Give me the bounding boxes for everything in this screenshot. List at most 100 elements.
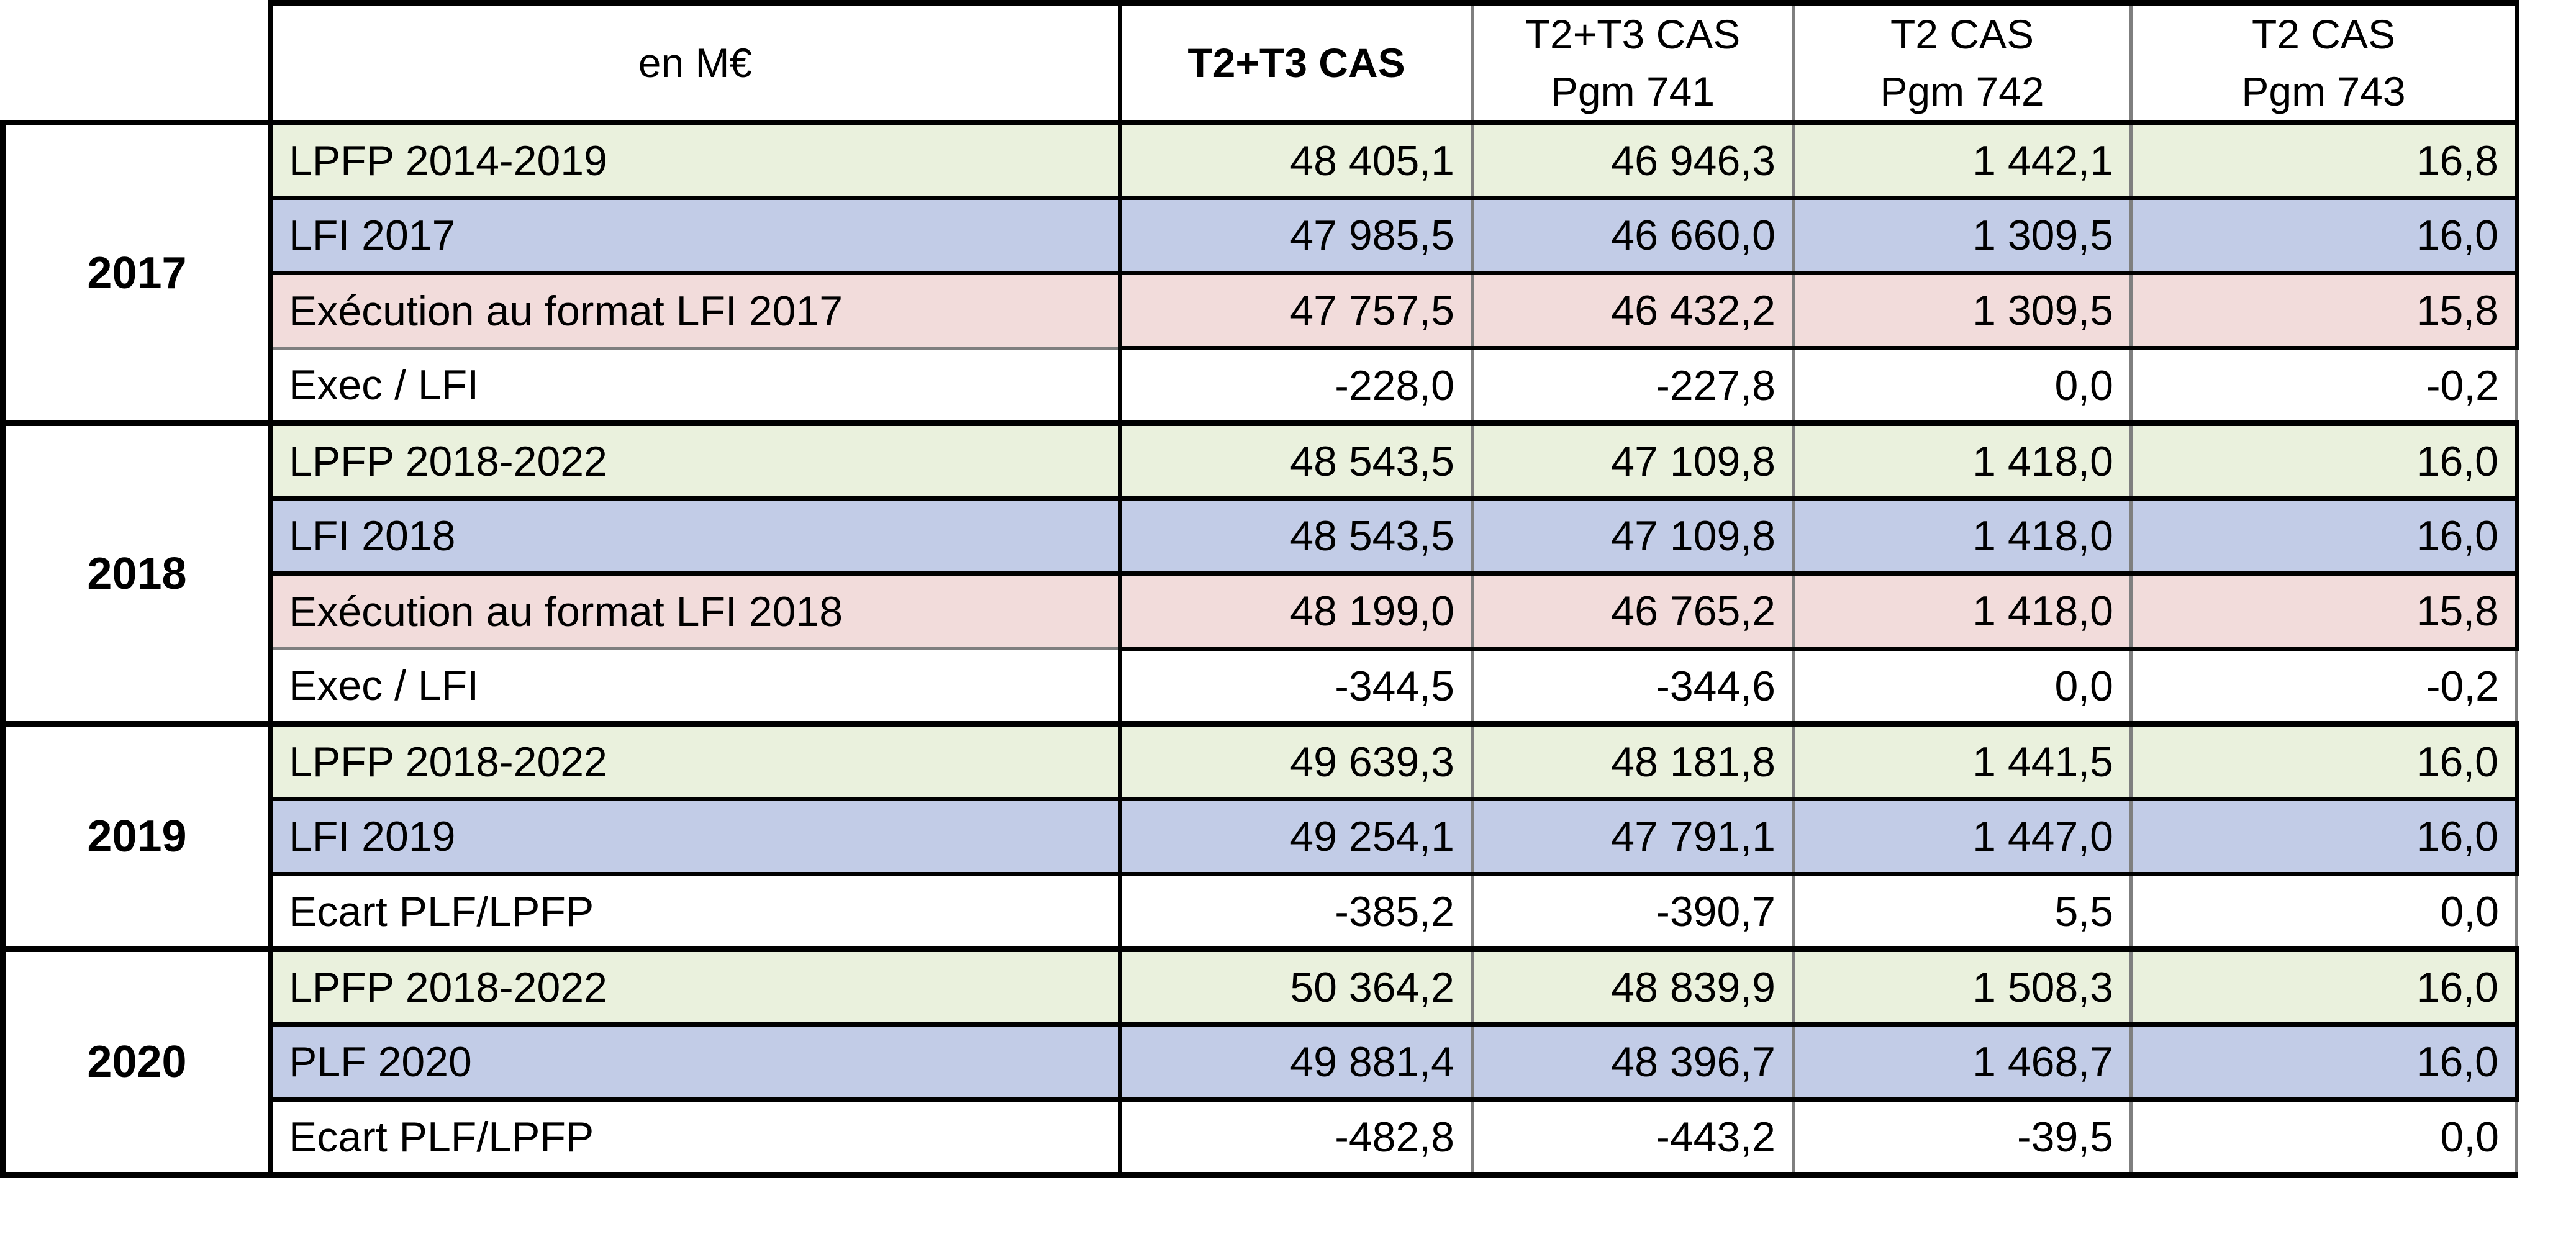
column-header-line2: Pgm 743: [2241, 68, 2406, 114]
value-cell: 0,0: [1793, 648, 2133, 727]
value-cell: -390,7: [1472, 874, 1795, 952]
value-cell: 1 447,0: [1793, 799, 2133, 876]
row-label-cell: Ecart PLF/LPFP: [268, 874, 1122, 952]
value-cell: 16,0: [2131, 498, 2519, 576]
header-row: en M€ T2+T3 CAS T2+T3 CAS Pgm 741 T2 CAS Pgm …: [2, 0, 2519, 125]
value-cell: 49 639,3: [1120, 724, 1474, 801]
value-cell: -39,5: [1793, 1099, 2133, 1178]
row-label-cell: PLF 2020: [268, 1024, 1122, 1102]
column-header-line2: Pgm 741: [1550, 68, 1715, 114]
value-cell: 48 405,1: [1120, 122, 1474, 200]
value-cell: 0,0: [2131, 1099, 2518, 1178]
value-cell: 46 432,2: [1472, 273, 1795, 350]
row-label-cell: Exec / LFI: [268, 648, 1122, 727]
table-row: 2017 LPFP 2014-2019 48 405,1 46 946,3 1 442,…: [0, 122, 2519, 426]
value-cell: 1 441,5: [1793, 724, 2133, 801]
value-cell: 1 309,5: [1793, 197, 2133, 275]
table-row: Ecart PLF/LPFP -482,8 -443,2 -39,5 0,0: [3, 1099, 2518, 1178]
value-cell: 49 254,1: [1120, 799, 1474, 876]
table-row: Ecart PLF/LPFP -385,2 -390,7 5,5 0,0: [3, 874, 2518, 952]
table-row: Exécution au format LFI 2017 47 757,5 46 4…: [3, 273, 2519, 350]
row-label-cell: Exécution au format LFI 2017: [268, 273, 1122, 350]
value-cell: -443,2: [1472, 1099, 1795, 1178]
value-cell: 16,0: [2131, 949, 2519, 1027]
value-cell: -344,5: [1120, 648, 1474, 727]
column-header-pgm-742: T2 CAS Pgm 742: [1793, 0, 2133, 125]
value-cell: 1 508,3: [1793, 949, 2133, 1027]
value-cell: -385,2: [1120, 874, 1474, 952]
value-cell: 49 881,4: [1120, 1024, 1474, 1102]
row-label-cell: Ecart PLF/LPFP: [268, 1099, 1122, 1178]
value-cell: 48 839,9: [1472, 949, 1795, 1027]
year-cell: 2017: [0, 122, 273, 426]
value-cell: 48 396,7: [1472, 1024, 1795, 1102]
row-label-cell: LPFP 2014-2019: [268, 122, 1122, 200]
value-cell: 47 791,1: [1472, 799, 1795, 876]
table-header: en M€ T2+T3 CAS T2+T3 CAS Pgm 741 T2 CAS Pgm …: [2, 0, 2519, 125]
column-header-line1: T2 CAS: [2251, 11, 2396, 57]
table-row: 2019 LPFP 2018-2022 49 639,3 48 181,8 1 441,…: [0, 724, 2519, 952]
value-cell: 16,0: [2131, 724, 2519, 801]
value-cell: 48 181,8: [1472, 724, 1795, 801]
row-label-cell: LFI 2018: [268, 498, 1122, 576]
value-cell: -482,8: [1120, 1099, 1474, 1178]
value-cell: 1 418,0: [1793, 498, 2133, 576]
value-cell: 1 442,1: [1793, 122, 2133, 200]
value-cell: 5,5: [1793, 874, 2133, 952]
value-cell: 46 660,0: [1472, 197, 1795, 275]
value-cell: 1 309,5: [1793, 273, 2133, 350]
value-cell: 50 364,2: [1120, 949, 1474, 1027]
row-label-cell: LPFP 2018-2022: [268, 724, 1122, 801]
value-cell: 16,8: [2131, 122, 2519, 200]
value-cell: 16,0: [2131, 423, 2519, 501]
table-row: PLF 2020 49 881,4 48 396,7 1 468,7 16,0: [3, 1024, 2519, 1102]
table-row: 2020 LPFP 2018-2022 50 364,2 48 839,9 1 508,…: [0, 949, 2519, 1178]
value-cell: 48 543,5: [1120, 423, 1474, 501]
column-header-line1: T2+T3 CAS: [1187, 40, 1405, 86]
value-cell: -227,8: [1472, 348, 1795, 426]
value-cell: 1 418,0: [1793, 423, 2133, 501]
column-header-line2: Pgm 742: [1880, 68, 2044, 114]
table-row: Exec / LFI -344,5 -344,6 0,0 -0,2: [3, 648, 2518, 727]
column-header-pgm-741: T2+T3 CAS Pgm 741: [1472, 0, 1795, 125]
value-cell: -0,2: [2131, 648, 2518, 727]
value-cell: -0,2: [2131, 348, 2518, 426]
value-cell: 47 109,8: [1472, 498, 1795, 576]
table-row: LFI 2019 49 254,1 47 791,1 1 447,0 16,0: [3, 799, 2519, 876]
value-cell: 47 109,8: [1472, 423, 1795, 501]
value-cell: 1 418,0: [1793, 573, 2133, 651]
row-label-cell: Exec / LFI: [268, 348, 1122, 426]
unit-header-cell: en M€: [268, 0, 1122, 125]
row-label-cell: LFI 2017: [268, 197, 1122, 275]
table-row: 2018 LPFP 2018-2022 48 543,5 47 109,8 1 418,…: [0, 423, 2519, 727]
column-header-t2t3-cas: T2+T3 CAS: [1120, 0, 1474, 125]
year-cell: 2020: [0, 949, 273, 1178]
value-cell: 15,8: [2131, 273, 2519, 350]
value-cell: -228,0: [1120, 348, 1474, 426]
value-cell: 0,0: [1793, 348, 2133, 426]
value-cell: 1 468,7: [1793, 1024, 2133, 1102]
value-cell: 15,8: [2131, 573, 2519, 651]
value-cell: -344,6: [1472, 648, 1795, 727]
row-label-cell: LPFP 2018-2022: [268, 423, 1122, 501]
row-label-cell: LFI 2019: [268, 799, 1122, 876]
column-header-line1: T2+T3 CAS: [1525, 11, 1741, 57]
table-row: Exec / LFI -228,0 -227,8 0,0 -0,2: [3, 348, 2518, 426]
value-cell: 46 765,2: [1472, 573, 1795, 651]
budget-table: en M€ T2+T3 CAS T2+T3 CAS Pgm 741 T2 CAS Pgm …: [0, 0, 2519, 1178]
column-header-line1: T2 CAS: [1890, 11, 2034, 57]
value-cell: 16,0: [2131, 799, 2519, 876]
table-row: LFI 2018 48 543,5 47 109,8 1 418,0 16,0: [3, 498, 2519, 576]
value-cell: 47 985,5: [1120, 197, 1474, 275]
row-label-cell: Exécution au format LFI 2018: [268, 573, 1122, 650]
value-cell: 16,0: [2131, 197, 2519, 275]
column-header-pgm-743: T2 CAS Pgm 743: [2131, 0, 2519, 125]
year-cell: 2018: [0, 423, 273, 727]
value-cell: 0,0: [2131, 874, 2518, 952]
table-row: LFI 2017 47 985,5 46 660,0 1 309,5 16,0: [3, 197, 2519, 275]
value-cell: 46 946,3: [1472, 122, 1795, 200]
table-row: Exécution au format LFI 2018 48 199,0 46 7…: [3, 573, 2519, 651]
value-cell: 16,0: [2131, 1024, 2519, 1102]
value-cell: 48 543,5: [1120, 498, 1474, 576]
value-cell: 48 199,0: [1120, 573, 1474, 651]
